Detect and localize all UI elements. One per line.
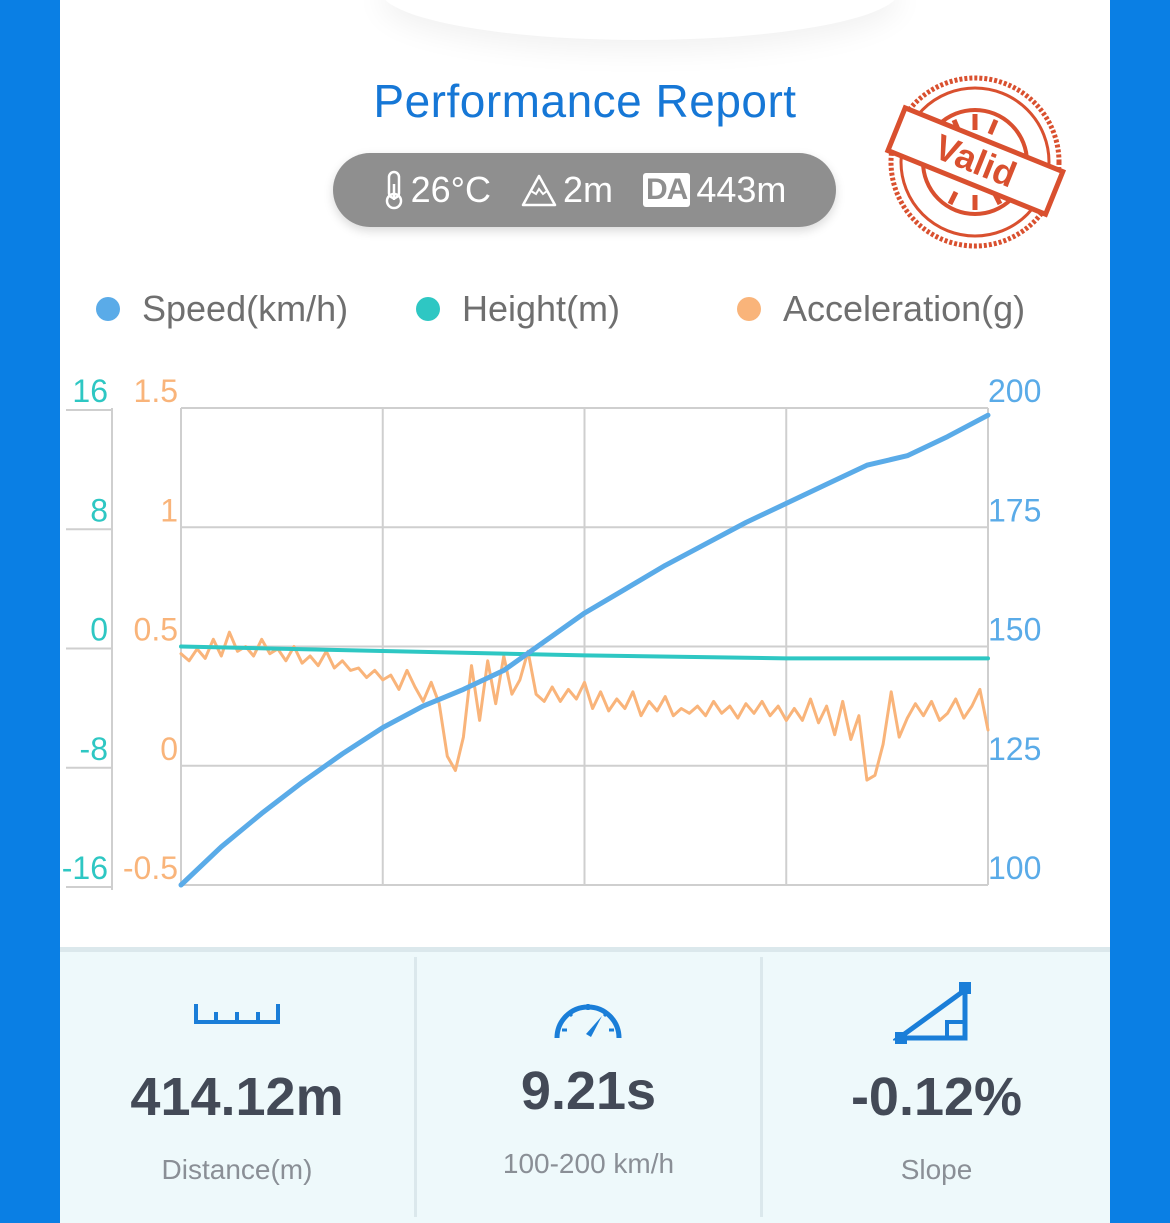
legend-label-acceleration: Acceleration(g): [783, 288, 1026, 329]
height-line: [179, 644, 990, 661]
page-title: Performance Report: [373, 75, 797, 127]
da-badge: DA: [643, 173, 691, 207]
stat-distance: 414.12m Distance(m): [60, 952, 414, 1223]
elevation-item: 2m: [521, 169, 613, 211]
legend-dot-acceleration: [737, 297, 761, 321]
density-altitude-value: 443m: [696, 169, 787, 210]
temperature-value: 26°C: [410, 169, 491, 210]
legend-item-acceleration: Acceleration(g): [737, 288, 1025, 330]
legend-label-height: Height(m): [462, 288, 621, 329]
temperature-item: 26°C: [383, 169, 491, 211]
distance-label: Distance(m): [161, 1154, 313, 1185]
speed-tick-label: 200: [988, 373, 1041, 409]
stats-panel: 414.12m Distance(m) 9.21s 100-200 km/h: [60, 947, 1110, 1223]
height-tick-label: 8: [90, 492, 108, 528]
conditions-pill: 26°C 2m DA 443m: [333, 153, 836, 227]
speedometer-icon: [554, 1004, 622, 1039]
acceleration-time-value: 9.21s: [520, 1061, 657, 1121]
acceleration-tick-label: 1: [160, 492, 178, 528]
elevation-value: 2m: [563, 169, 614, 210]
speed-tick-label: 175: [988, 492, 1041, 528]
top-shadow: [380, 0, 900, 40]
performance-chart: 16 8 0 -8 -16 1.5 1 0.5 0 -0.5 200 175 150 125 100: [62, 373, 1041, 890]
legend-item-height: Height(m): [416, 288, 620, 330]
speed-line: [178, 412, 991, 888]
valid-stamp-icon: Valid: [884, 75, 1067, 249]
acceleration-tick-label: 1.5: [134, 373, 178, 409]
chart-legend: Speed(km/h) Height(m) Acceleration(g): [60, 288, 1110, 338]
height-tick-label: 0: [90, 612, 108, 648]
height-tick-label: 16: [72, 373, 108, 409]
speed-tick-label: 125: [988, 731, 1041, 767]
acceleration-line: [179, 630, 990, 782]
slope-value: -0.12%: [850, 1067, 1023, 1127]
speed-tick-label: 100: [988, 850, 1041, 886]
acceleration-tick-label: -0.5: [123, 850, 178, 886]
density-altitude-item: DA 443m: [643, 169, 786, 211]
thermometer-icon: [385, 170, 402, 210]
acceleration-tick-label: 0.5: [134, 612, 178, 648]
height-tick-label: -16: [62, 850, 108, 886]
distance-value: 414.12m: [130, 1067, 344, 1127]
legend-dot-height: [416, 297, 440, 321]
acceleration-tick-label: 0: [160, 731, 178, 767]
stat-divider: [760, 957, 763, 1217]
slope-icon: [893, 982, 971, 1044]
stat-acceleration-time: 9.21s 100-200 km/h: [417, 952, 760, 1223]
legend-label-speed: Speed(km/h): [142, 288, 349, 329]
acceleration-time-label: 100-200 km/h: [502, 1148, 675, 1179]
mountain-icon: [521, 174, 557, 207]
stat-slope: -0.12% Slope: [763, 952, 1110, 1223]
slope-label: Slope: [900, 1154, 973, 1185]
report-card: Performance Report 26°C 2m DA 443m: [60, 0, 1110, 1223]
legend-dot-speed: [96, 297, 120, 321]
speed-tick-label: 150: [988, 612, 1041, 648]
height-tick-label: -8: [80, 731, 108, 767]
legend-item-speed: Speed(km/h): [96, 288, 348, 330]
ruler-icon: [194, 1004, 280, 1024]
stat-divider: [414, 957, 417, 1217]
